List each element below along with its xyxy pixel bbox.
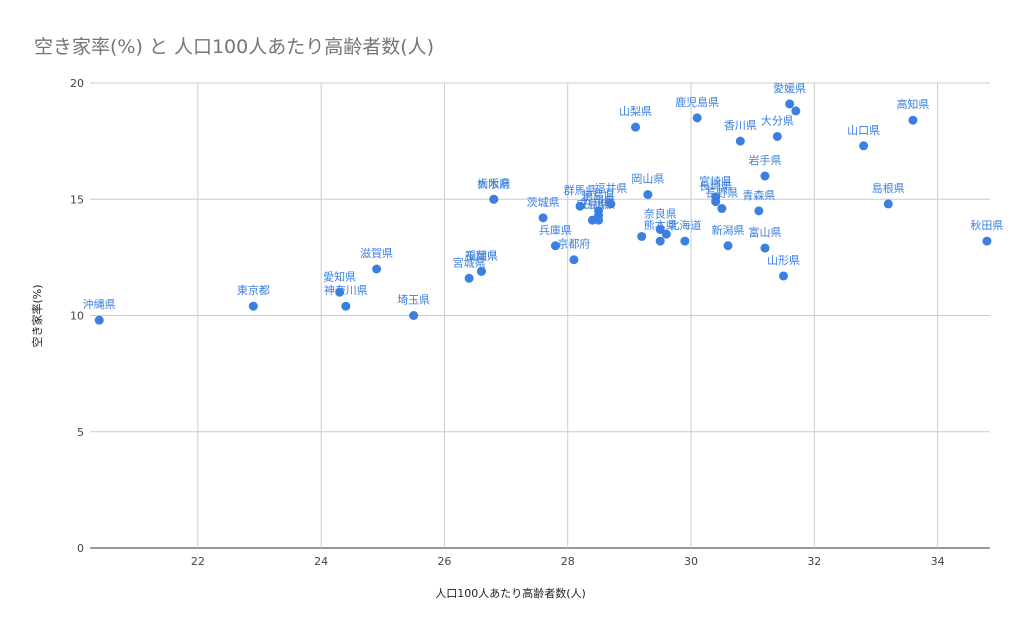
data-label: 千葉県 <box>465 248 498 262</box>
data-label: 徳島県 <box>582 188 615 202</box>
x-tick-label: 24 <box>314 555 328 568</box>
data-point <box>637 231 647 241</box>
data-point <box>489 194 499 204</box>
data-point <box>711 197 721 207</box>
data-point <box>372 264 382 274</box>
data-label: 大阪府 <box>477 176 510 190</box>
data-point <box>859 141 869 151</box>
data-label: 山梨県 <box>619 104 652 118</box>
data-label: 高知県 <box>896 97 929 111</box>
data-label: 香川県 <box>724 119 757 132</box>
data-point <box>883 199 893 209</box>
data-label: 山形県 <box>767 254 800 267</box>
data-label: 大分県 <box>761 113 794 127</box>
data-label: 奈良県 <box>644 206 677 220</box>
data-point <box>606 199 616 209</box>
data-point <box>575 201 585 211</box>
data-label: 岡山県 <box>631 173 664 186</box>
data-label: 熊本県 <box>644 218 677 232</box>
data-label: 愛知県 <box>323 269 356 283</box>
x-tick-label: 22 <box>191 555 205 568</box>
data-label: 新潟県 <box>712 223 745 237</box>
data-point <box>631 122 641 132</box>
data-point <box>476 266 486 276</box>
data-label: 富山県 <box>749 225 782 239</box>
data-point <box>760 171 770 181</box>
x-tick-label: 28 <box>561 555 575 568</box>
data-point <box>908 115 918 125</box>
data-point <box>409 311 419 320</box>
data-point <box>785 99 795 109</box>
data-label: 滋賀県 <box>360 247 393 260</box>
data-label: 東京都 <box>237 283 270 297</box>
data-label: 岩手県 <box>749 153 782 167</box>
x-tick-label: 30 <box>684 555 698 568</box>
data-point <box>550 241 560 251</box>
y-tick-label: 0 <box>77 542 84 555</box>
data-point <box>661 229 671 239</box>
y-tick-label: 15 <box>70 193 84 206</box>
data-label: 秋田県 <box>970 218 1003 232</box>
data-label: 長野県 <box>705 187 738 200</box>
x-tick-label: 32 <box>807 555 821 568</box>
data-point <box>655 224 665 234</box>
data-label: 栃木県 <box>477 176 510 190</box>
data-label: 石川県 <box>582 198 615 211</box>
chart-title: 空き家率(%) と 人口100人あたり高齢者数(人) <box>34 36 435 58</box>
data-point <box>655 236 665 246</box>
data-point <box>248 301 258 311</box>
data-label: 佐賀県 <box>582 193 615 207</box>
data-label: 神奈川県 <box>324 283 368 297</box>
data-label: 埼玉県 <box>397 293 430 307</box>
data-label: 京都府 <box>557 237 590 251</box>
data-label: 茨城県 <box>527 195 560 209</box>
data-point <box>464 273 474 283</box>
data-point <box>760 243 770 253</box>
data-label: 群馬県 <box>564 183 597 197</box>
data-point <box>341 301 351 311</box>
x-tick-label: 34 <box>931 555 945 568</box>
data-point <box>538 213 548 223</box>
data-label: 山口県 <box>847 124 880 137</box>
data-point <box>94 315 104 325</box>
data-label: 沖縄県 <box>83 297 116 311</box>
data-point <box>587 215 597 225</box>
data-label: 宮城県 <box>453 255 486 269</box>
x-axis-title: 人口100人あたり高齢者数(人) <box>435 587 586 600</box>
data-point <box>594 206 604 216</box>
data-point <box>723 241 733 251</box>
data-label: 鹿児島県 <box>675 95 719 109</box>
y-tick-label: 10 <box>70 310 84 323</box>
data-point <box>735 136 745 146</box>
data-label: 愛媛県 <box>773 81 806 95</box>
data-label: 福井県 <box>594 181 627 195</box>
data-point <box>335 287 345 297</box>
data-point <box>778 271 788 281</box>
data-point <box>772 131 782 141</box>
data-label: 広島県 <box>576 197 609 211</box>
data-point <box>692 113 702 123</box>
data-point <box>594 215 604 225</box>
y-tick-label: 5 <box>77 426 84 439</box>
data-label: 長崎県 <box>699 179 732 193</box>
data-label: 宮崎県 <box>699 174 732 188</box>
data-point <box>791 106 801 116</box>
data-point <box>680 236 690 246</box>
data-point <box>643 190 653 200</box>
y-axis-title: 空き家率(%) <box>31 284 44 348</box>
data-point <box>754 206 764 216</box>
data-label: 北海道 <box>668 218 701 232</box>
data-label: 島根県 <box>872 181 905 195</box>
data-label: 青森県 <box>742 188 775 202</box>
data-point <box>717 204 727 214</box>
x-tick-label: 26 <box>437 555 451 568</box>
data-point <box>982 236 992 246</box>
data-label: 福岡県 <box>465 248 498 262</box>
data-label: 兵庫県 <box>539 223 572 237</box>
data-point <box>569 255 579 265</box>
y-tick-label: 20 <box>70 77 84 90</box>
